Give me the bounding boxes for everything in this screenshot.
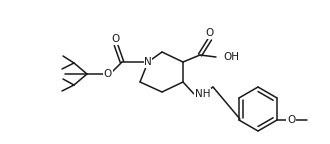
Text: O: O <box>111 34 119 44</box>
Text: O: O <box>206 28 214 38</box>
Text: OH: OH <box>223 52 239 62</box>
Text: O: O <box>287 115 295 125</box>
Text: O: O <box>104 69 112 79</box>
Text: N: N <box>144 57 152 67</box>
Text: NH: NH <box>195 89 211 99</box>
